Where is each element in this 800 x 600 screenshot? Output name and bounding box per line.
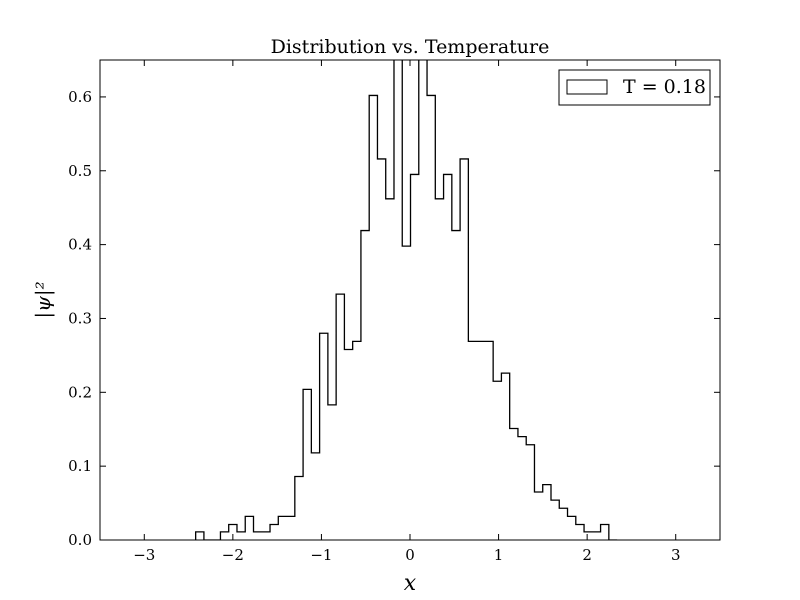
x-tick-label: −2 xyxy=(222,546,244,564)
histogram-bin xyxy=(477,341,485,540)
histogram-bin xyxy=(576,524,584,540)
histogram-bin xyxy=(220,532,228,540)
histogram-bin xyxy=(245,516,253,540)
histogram-bin xyxy=(369,95,377,540)
y-tick-label: 0.6 xyxy=(68,88,92,106)
y-tick-label: 0.2 xyxy=(68,383,92,401)
histogram-bin xyxy=(394,23,402,540)
histogram-bin xyxy=(311,453,319,540)
y-tick-label: 0.0 xyxy=(68,531,92,549)
histogram-bin xyxy=(485,341,493,540)
histogram-bin xyxy=(278,516,286,540)
y-axis-ticks: 0.0 0.1 0.2 0.3 0.4 0.5 0.6 xyxy=(68,88,720,549)
histogram-bin xyxy=(386,199,394,540)
histogram-bin xyxy=(543,485,551,540)
histogram-bin xyxy=(584,532,592,540)
y-tick-label: 0.3 xyxy=(68,309,92,327)
legend-box xyxy=(558,69,711,106)
histogram-bin xyxy=(254,532,262,540)
histogram-bin xyxy=(411,174,419,540)
histogram-bin xyxy=(237,532,245,540)
x-tick-label: 1 xyxy=(494,546,504,564)
histogram-bin xyxy=(460,159,468,540)
histogram-step-line xyxy=(195,60,618,540)
y-tick-label: 0.4 xyxy=(68,236,92,254)
histogram-bin xyxy=(328,405,336,540)
histogram-series xyxy=(195,23,618,540)
histogram-bin xyxy=(534,492,542,540)
histogram-bin xyxy=(551,500,559,540)
histogram-bin xyxy=(402,246,410,540)
x-tick-label: −3 xyxy=(133,546,155,564)
histogram-bin xyxy=(419,23,427,540)
histogram-bin xyxy=(361,231,369,540)
histogram-bin xyxy=(468,341,476,540)
histogram-bin xyxy=(427,95,435,540)
y-tick-label: 0.1 xyxy=(68,457,92,475)
legend-label: T = 0.18 xyxy=(623,76,706,98)
histogram-bin xyxy=(452,231,460,540)
x-tick-label: −1 xyxy=(310,546,332,564)
histogram-bin xyxy=(336,294,344,540)
histogram-bin xyxy=(295,476,303,540)
x-tick-label: 2 xyxy=(582,546,592,564)
histogram-bin xyxy=(444,174,452,540)
histogram-bin xyxy=(353,341,361,540)
histogram-bin xyxy=(526,445,534,540)
histogram-bin xyxy=(377,159,385,540)
histogram-bin xyxy=(287,516,295,540)
histogram-bin xyxy=(518,437,526,540)
histogram-bin xyxy=(510,428,518,540)
histogram-bin xyxy=(270,524,278,540)
chart-title: Distribution vs. Temperature xyxy=(271,36,550,58)
histogram-bin xyxy=(344,349,352,540)
legend-swatch xyxy=(566,79,608,95)
x-axis-ticks: −3 −2 −1 0 1 2 3 xyxy=(133,60,680,564)
histogram-bin xyxy=(501,373,509,540)
histogram-bin xyxy=(592,532,600,540)
histogram-bin xyxy=(262,532,270,540)
x-tick-label: 0 xyxy=(405,546,415,564)
histogram-bin xyxy=(568,516,576,540)
histogram-bin xyxy=(196,532,204,540)
legend: T = 0.18 xyxy=(558,69,711,106)
histogram-bin xyxy=(493,381,501,540)
histogram-bin xyxy=(320,333,328,540)
y-axis-label: |ψ|² xyxy=(31,281,56,318)
histogram-bin xyxy=(601,524,609,540)
histogram-bin xyxy=(435,199,443,540)
x-tick-label: 3 xyxy=(671,546,681,564)
histogram-bin xyxy=(559,508,567,540)
x-axis-label: x xyxy=(404,571,417,596)
y-tick-label: 0.5 xyxy=(68,162,92,180)
histogram-bin xyxy=(303,389,311,540)
